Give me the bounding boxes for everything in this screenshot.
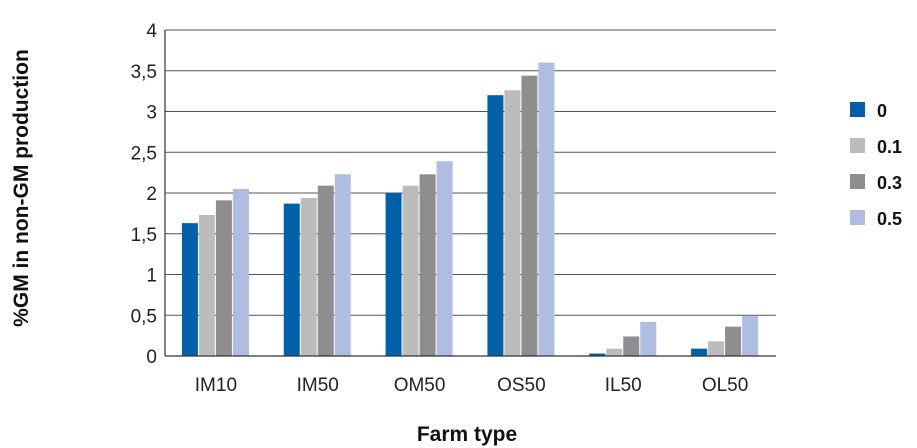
y-tick-label: 3 bbox=[146, 103, 157, 124]
x-axis-title: Farm type bbox=[417, 423, 517, 446]
bar-im10-series-0_5 bbox=[232, 188, 249, 356]
y-tick-label: 0,5 bbox=[131, 306, 157, 327]
bar-os50-series-0_1 bbox=[504, 90, 521, 356]
legend-label: 0 bbox=[877, 101, 887, 121]
y-tick-labels: 0 0,5 1 1,5 2 2,5 3 3,5 4 bbox=[131, 21, 158, 368]
legend-swatch bbox=[850, 210, 865, 225]
legend: 0 0.1 0.3 0.5 bbox=[850, 101, 902, 229]
bar-il50-series-0_5 bbox=[640, 321, 657, 356]
bar-os50-series-0_3 bbox=[521, 75, 538, 356]
bar-om50-series-0 bbox=[385, 193, 402, 356]
y-tick-label: 2,5 bbox=[131, 143, 157, 164]
legend-swatch bbox=[850, 102, 865, 117]
bar-im10-series-0 bbox=[181, 223, 198, 356]
y-tick-label: 0 bbox=[146, 347, 157, 368]
bar-im10-series-0_1 bbox=[198, 215, 215, 356]
bar-om50-series-0_3 bbox=[419, 174, 436, 356]
x-tick-label: OS50 bbox=[497, 375, 546, 396]
legend-swatch bbox=[850, 174, 865, 189]
x-tick-label: IL50 bbox=[605, 375, 642, 396]
legend-label: 0.1 bbox=[877, 137, 902, 157]
y-tick-label: 3,5 bbox=[131, 62, 157, 83]
x-tick-label: OL50 bbox=[702, 375, 748, 396]
x-tick-label: IM50 bbox=[297, 375, 339, 396]
bar-im50-series-0_3 bbox=[317, 185, 334, 356]
bar-il50-series-0_1 bbox=[606, 348, 623, 356]
bar-im10-series-0_3 bbox=[215, 200, 232, 356]
legend-label: 0.3 bbox=[877, 173, 902, 193]
bar-im50-series-0_1 bbox=[300, 197, 317, 356]
y-tick-label: 2 bbox=[146, 184, 157, 205]
x-tick-label: IM10 bbox=[195, 375, 237, 396]
bar-im50-series-0_5 bbox=[334, 174, 351, 356]
bar-os50-series-0_5 bbox=[538, 62, 555, 356]
y-tick-label: 1 bbox=[146, 266, 157, 287]
bar-ol50-series-0_5 bbox=[742, 316, 759, 356]
bar-ol50-series-0_1 bbox=[708, 341, 725, 356]
x-tick-labels: IM10 IM50 OM50 OS50 IL50 OL50 bbox=[195, 375, 749, 396]
bar-om50-series-0_1 bbox=[402, 185, 419, 356]
y-tick-label: 4 bbox=[146, 21, 157, 42]
x-tick-label: OM50 bbox=[394, 375, 446, 396]
axes bbox=[164, 30, 776, 357]
y-tick-label: 1,5 bbox=[131, 225, 157, 246]
bar-ol50-series-0 bbox=[691, 348, 708, 356]
bar-om50-series-0_5 bbox=[436, 161, 453, 356]
legend-label: 0.5 bbox=[877, 209, 902, 229]
y-axis-title: %GM in non-GM production bbox=[10, 49, 33, 327]
bar-ol50-series-0_3 bbox=[725, 326, 742, 356]
bars bbox=[181, 62, 759, 356]
bar-il50-series-0 bbox=[589, 353, 606, 356]
bar-im50-series-0 bbox=[283, 203, 300, 356]
gridlines bbox=[165, 29, 776, 316]
bar-os50-series-0 bbox=[487, 95, 504, 356]
legend-swatch bbox=[850, 138, 865, 153]
bar-il50-series-0_3 bbox=[623, 336, 640, 356]
